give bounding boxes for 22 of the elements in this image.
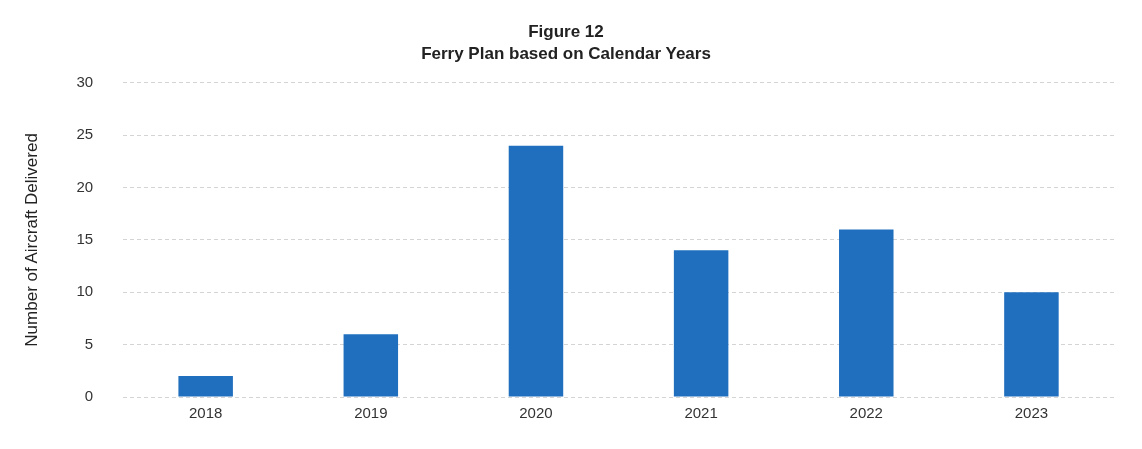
chart-subtitle: Ferry Plan based on Calendar Years: [421, 44, 711, 64]
y-tick-label: 25: [76, 125, 94, 143]
x-tick-label: 2018: [188, 404, 223, 422]
x-tick-label: 2019: [354, 404, 388, 422]
y-tick-label: 20: [76, 177, 94, 195]
y-tick-label: 30: [76, 72, 94, 90]
bar: [178, 376, 233, 397]
bar: [508, 145, 564, 397]
bar: [343, 334, 399, 397]
chart-title: Figure 12: [528, 21, 604, 41]
x-tick-label: 2020: [519, 404, 553, 422]
y-tick-label: 0: [84, 387, 94, 405]
bar: [839, 229, 894, 397]
x-tick-label: 2021: [684, 404, 718, 422]
y-tick-label: 10: [76, 282, 94, 300]
y-axis-title: Number of Aircraft Delivered: [21, 133, 41, 347]
x-tick-label: 2022: [849, 404, 883, 422]
bar: [1004, 292, 1059, 397]
x-tick-label: 2023: [1014, 404, 1049, 422]
y-tick-label: 5: [84, 334, 94, 352]
bar: [673, 250, 729, 397]
y-tick-label: 15: [76, 230, 94, 248]
